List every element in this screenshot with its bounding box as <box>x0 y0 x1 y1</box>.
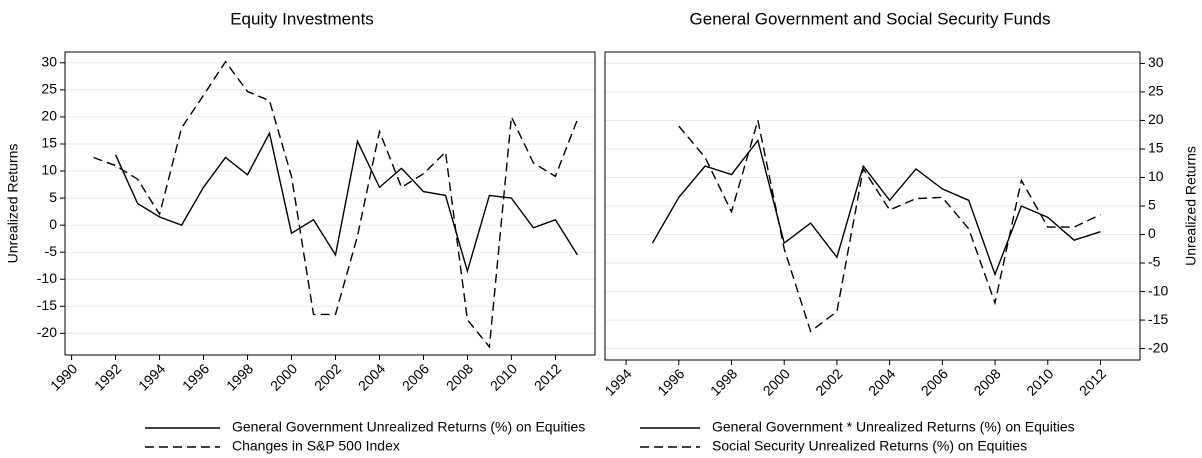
y-tick-label: 5 <box>49 189 57 205</box>
y-tick-label: 0 <box>49 216 57 232</box>
legend-label: Social Security Unrealized Returns (%) o… <box>712 438 1027 454</box>
y-tick-label: 15 <box>41 135 57 151</box>
y-tick-label: -20 <box>37 324 57 340</box>
y-tick-label: -10 <box>1148 282 1168 298</box>
y-tick-label: -20 <box>1148 339 1168 355</box>
y-tick-label: -5 <box>45 243 58 259</box>
y-tick-label: 25 <box>41 81 57 97</box>
y-tick-label: 15 <box>1148 140 1164 156</box>
series-line <box>678 120 1101 333</box>
y-tick-label: -5 <box>1148 254 1161 270</box>
y-tick-label: -15 <box>37 297 57 313</box>
legend-label: Changes in S&P 500 Index <box>232 438 400 454</box>
chart-title: General Government and Social Security F… <box>690 9 1051 28</box>
y-tick-label: 25 <box>1148 83 1164 99</box>
y-tick-label: 5 <box>1148 197 1156 213</box>
legend-label: General Government * Unrealized Returns … <box>712 419 1075 435</box>
y-axis-label: Unrealized Returns <box>5 144 21 264</box>
y-tick-label: 10 <box>1148 168 1164 184</box>
series-line <box>651 138 1101 277</box>
plot-frame <box>604 51 1141 361</box>
y-tick-label: 20 <box>1148 111 1164 127</box>
y-axis-label: Unrealized Returns <box>1183 146 1199 266</box>
series-line <box>114 131 578 274</box>
y-tick-label: -15 <box>1148 311 1168 327</box>
y-tick-label: 0 <box>1148 225 1156 241</box>
plot-frame <box>64 51 596 356</box>
y-tick-label: 10 <box>41 162 57 178</box>
y-tick-label: 20 <box>41 108 57 124</box>
y-tick-label: -10 <box>37 270 57 286</box>
y-tick-label: 30 <box>41 54 57 70</box>
chart-title: Equity Investments <box>230 9 374 28</box>
y-tick-label: 30 <box>1148 54 1164 70</box>
series-line <box>93 60 579 349</box>
legend-label: General Government Unrealized Returns (%… <box>232 419 585 435</box>
